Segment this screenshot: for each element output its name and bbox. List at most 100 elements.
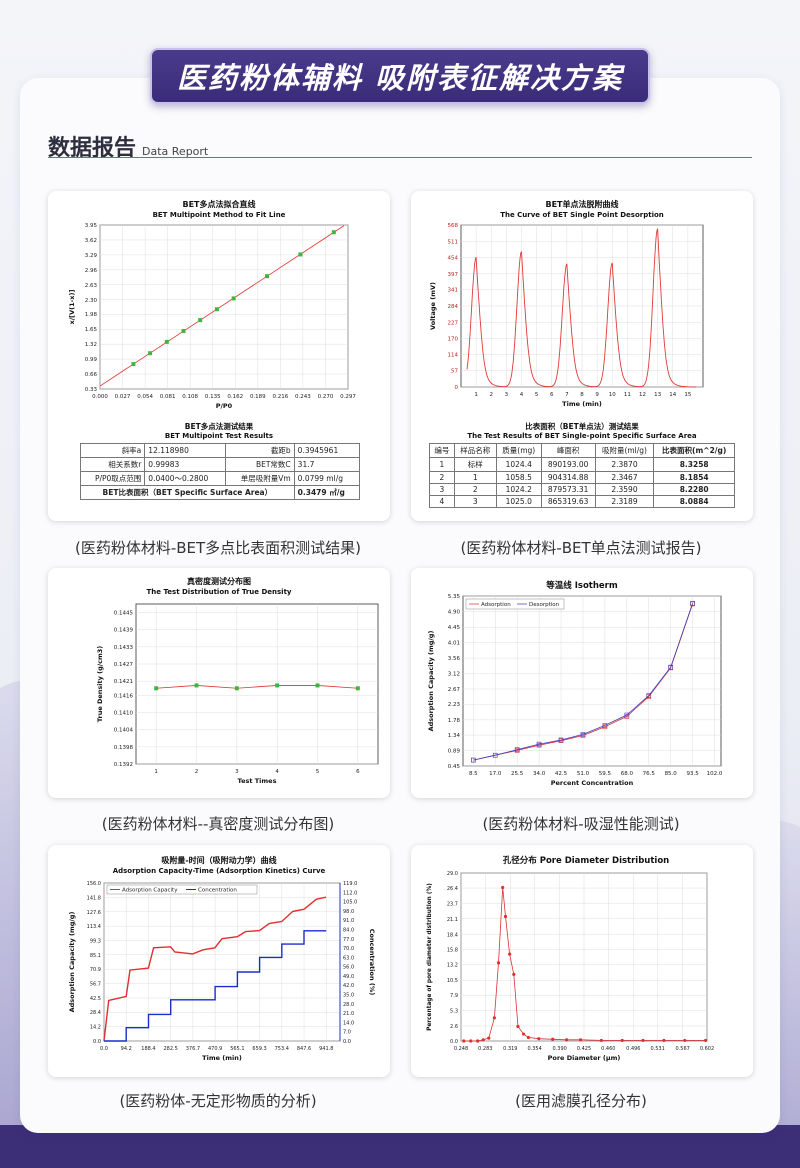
plot-area xyxy=(99,224,349,390)
chart-title-en: Adsorption Capacity-Time (Adsorption Kin… xyxy=(113,867,326,875)
y-tick-label: 141.8 xyxy=(87,895,101,901)
y2-tick-label: 112.0 xyxy=(343,890,357,896)
y2-tick-label: 42.0 xyxy=(343,983,354,989)
y-tick-label: 13.2 xyxy=(447,963,458,969)
data-point xyxy=(514,747,520,752)
bet-multipoint-table: 斜率a 12.118980 截距b 0.3945961 相关系数r 0.99983 BET常… xyxy=(79,443,361,500)
y-tick-label: 1.98 xyxy=(85,312,98,318)
x-tick-label: 753.4 xyxy=(275,1046,289,1052)
x-tick-label: 0.0 xyxy=(100,1046,108,1052)
y-tick-label: 42.5 xyxy=(90,996,101,1002)
table-cell: 2.3189 xyxy=(594,495,655,508)
bet-single-point-table: 编号 样品名称 质量(mg) 峰面积 吸附量(ml/g) 比表面积(m^2/g) 1 标样 10… xyxy=(429,443,735,508)
y2-tick-label: 0.0 xyxy=(343,1039,351,1045)
y-tick-label: 4.45 xyxy=(448,625,461,631)
x-tick-label: 0.108 xyxy=(182,394,198,400)
y-tick-label: 18.4 xyxy=(447,932,458,938)
chart-bet-single-point: BET单点法脱附曲线 The Curve of BET Single Point… xyxy=(429,199,704,408)
x-tick-label: 51.0 xyxy=(577,771,590,777)
table-row: 3 2 1024.2 879573.31 2.3590 8.2280 xyxy=(429,483,735,496)
legend-label: Adsorption Capacity xyxy=(122,888,178,894)
data-point xyxy=(462,1039,466,1043)
table-row: 相关系数r 0.99983 BET常数C 31.7 xyxy=(79,457,361,472)
data-point xyxy=(148,351,153,356)
x-tick-label: 659.3 xyxy=(252,1046,266,1052)
x-tick-label: 1 xyxy=(154,769,158,775)
y-tick-label: 0.1427 xyxy=(114,662,134,668)
data-point xyxy=(578,1038,583,1042)
data-point xyxy=(537,1037,541,1041)
table-row: 斜率a 12.118980 截距b 0.3945961 xyxy=(79,443,361,458)
data-point xyxy=(476,1039,480,1043)
chart-title-zh: BET单点法脱附曲线 xyxy=(545,199,618,209)
data-point xyxy=(503,914,508,919)
chart-title-zh: 真密度测试分布图 xyxy=(187,576,251,586)
data-point xyxy=(355,686,360,691)
y-tick-label: 114 xyxy=(448,352,459,358)
table-cell: 1024.4 xyxy=(495,457,542,472)
table-cell: 1058.5 xyxy=(495,471,542,484)
table-cell: 0.0799 ml/g xyxy=(293,471,361,486)
x-tick-label: 0.297 xyxy=(340,394,356,400)
x-tick-label: 0.189 xyxy=(250,394,266,400)
y-tick-label: 1.65 xyxy=(85,327,98,333)
x-tick-label: 0.027 xyxy=(115,394,131,400)
x-tick-label: 68.0 xyxy=(621,771,634,777)
table-cell: 3 xyxy=(453,495,497,508)
y-tick-label: 3.95 xyxy=(85,223,98,229)
x-tick-label: 15 xyxy=(684,392,691,398)
y2-tick-label: 7.0 xyxy=(343,1030,351,1036)
data-point xyxy=(501,885,505,890)
table-row: P/P0取点范围 0.0400～0.2800 单层吸附量Vm 0.0799 ml/g xyxy=(79,471,361,486)
x-tick-label: 565.1 xyxy=(230,1046,244,1052)
banner: 医药粉体辅料 吸附表征解决方案 xyxy=(150,48,650,104)
x-tick-label: 8 xyxy=(580,392,584,398)
y-tick-label: 0.1392 xyxy=(114,762,133,768)
table-cell: 0.0400～0.2800 xyxy=(144,471,227,486)
y-tick-label: 0.1410 xyxy=(114,711,134,717)
y-tick-label: 0 xyxy=(455,385,459,391)
data-point xyxy=(668,664,673,670)
table-cell: 904314.88 xyxy=(540,471,596,484)
x-tick-label: 10 xyxy=(609,392,616,398)
data-point xyxy=(198,318,203,323)
x-tick-label: 0.319 xyxy=(503,1046,517,1052)
y-tick-label: 113.4 xyxy=(87,924,101,930)
table-header: 编号 xyxy=(429,443,455,458)
data-point xyxy=(624,712,630,718)
series-line xyxy=(473,603,693,761)
y2-tick-label: 14.0 xyxy=(343,1020,354,1026)
table-cell: 879573.31 xyxy=(540,483,596,496)
y2-tick-label: 49.0 xyxy=(343,974,354,980)
caption-pore-distribution: (医用滤膜孔径分布) xyxy=(515,1092,647,1110)
chart-adsorption-kinetics: 吸附量-时间（吸附动力学）曲线 Adsorption Capacity-Time… xyxy=(68,855,376,1062)
x-tick-label: 0.602 xyxy=(700,1046,714,1052)
data-point xyxy=(164,339,169,344)
x-tick-label: 85.0 xyxy=(665,771,678,777)
table-cell: 3 xyxy=(429,483,455,496)
table-cell: P/P0取点范围 xyxy=(79,471,146,486)
x-axis-label: P/P0 xyxy=(216,402,233,410)
y-axis-label: Voltage (mV) xyxy=(429,282,437,330)
x-tick-label: 0.270 xyxy=(318,394,334,400)
y-tick-label: 99.3 xyxy=(90,938,101,944)
y-tick-label: 4.90 xyxy=(448,610,461,616)
table-cell: 2.3590 xyxy=(594,483,655,496)
density-line xyxy=(156,685,358,689)
y2-tick-label: 21.0 xyxy=(343,1011,354,1017)
data-point xyxy=(620,1038,624,1043)
data-point xyxy=(492,1016,496,1020)
x-tick-label: 59.5 xyxy=(599,771,612,777)
caption-isotherm: (医药粉体材料-吸湿性能测试) xyxy=(482,815,680,833)
table-cell: 31.7 xyxy=(293,457,361,472)
table-cell: 1 xyxy=(453,471,497,484)
chart-title: 等温线 Isotherm xyxy=(545,580,618,591)
table-cell: 单层吸附量Vm xyxy=(225,471,295,486)
table-cell: BET常数C xyxy=(225,457,295,472)
y-tick-label: 10.5 xyxy=(447,978,458,984)
series-line xyxy=(473,603,693,761)
section-title-zh: 数据报告 xyxy=(48,136,137,161)
x-axis-label: Time (min) xyxy=(202,1054,242,1062)
table-cell: 0.99983 xyxy=(144,457,227,472)
table-header: 质量(mg) xyxy=(495,443,542,458)
